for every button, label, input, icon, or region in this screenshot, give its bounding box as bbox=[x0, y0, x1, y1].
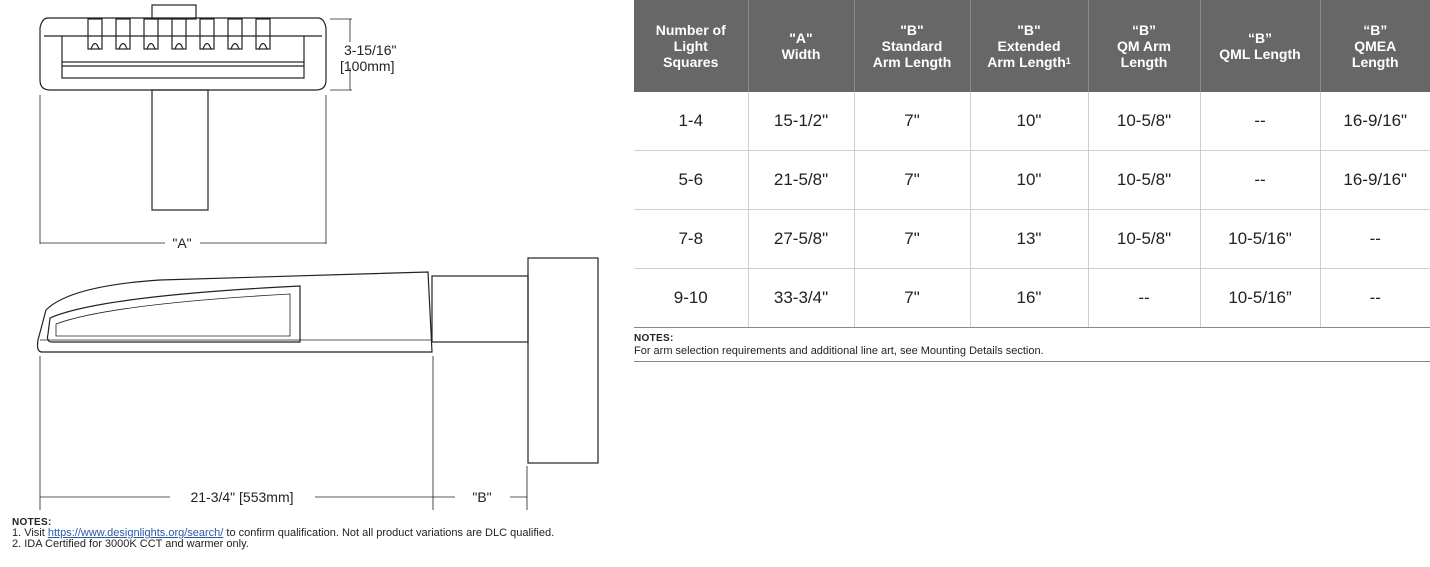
height-dimension-label: 3-15/16" bbox=[344, 42, 396, 58]
header-light-squares: Number of Light Squares bbox=[634, 0, 749, 92]
table-cell: -- bbox=[1320, 209, 1430, 269]
mount-arm-front bbox=[151, 89, 209, 211]
table-cell: 16-9/16" bbox=[1343, 111, 1408, 130]
table-cell: 7" bbox=[854, 150, 971, 210]
table-header-row: Number of Light Squares "A" Width "B" Standa… bbox=[634, 0, 1430, 92]
table-cell: 21-5/8" bbox=[748, 150, 855, 210]
note1-prefix: 1. Visit bbox=[12, 527, 48, 539]
table-cell: -- bbox=[1200, 150, 1321, 210]
table-cell: 10" bbox=[970, 150, 1089, 210]
drawing-notes: NOTES: 1. Visit https://www.designlights… bbox=[12, 517, 554, 550]
table-cell: 7" bbox=[854, 92, 971, 151]
drawing-note-1: 1. Visit https://www.designlights.org/se… bbox=[12, 528, 554, 539]
table-cell: 10-5/16" bbox=[1200, 209, 1321, 269]
table-notes-text: For arm selection requirements and addit… bbox=[634, 345, 1044, 357]
footnote-marker: 1 bbox=[1065, 56, 1071, 66]
header-standard-arm: "B" Standard Arm Length bbox=[854, 0, 971, 92]
header-width: "A" Width bbox=[748, 0, 855, 92]
mount-bracket-top bbox=[151, 4, 197, 20]
header-extended-arm: "B" Extended Arm Length1 bbox=[970, 0, 1089, 92]
table-cell: 10-5/8" bbox=[1088, 209, 1201, 269]
table-cell: 27-5/8" bbox=[748, 209, 855, 269]
width-dimension-label: "A" bbox=[172, 235, 191, 251]
arm-dimension-label: "B" bbox=[472, 489, 491, 505]
table-notes-heading: NOTES: bbox=[634, 333, 674, 344]
table-cell: 5-6 bbox=[634, 150, 749, 210]
mount-arm-side bbox=[431, 275, 529, 343]
header-qmea-length: “B” QMEA Length bbox=[1320, 0, 1430, 92]
drawing-note-2: 2. IDA Certified for 3000K CCT and warme… bbox=[12, 538, 249, 550]
table-cell: 10-5/16” bbox=[1200, 268, 1321, 327]
table-cell: 1-4 bbox=[634, 92, 749, 151]
table-cell: -- bbox=[1320, 268, 1430, 327]
table-cell: 9-10 bbox=[634, 268, 749, 327]
drawing-notes-heading: NOTES: bbox=[12, 517, 52, 528]
length-dimension-label: 21-3/4" [553mm] bbox=[190, 489, 293, 505]
table-cell: -- bbox=[1200, 92, 1321, 151]
side-view bbox=[36, 257, 599, 510]
table-cell: 7-8 bbox=[634, 209, 749, 269]
table-cell: 10" bbox=[970, 92, 1089, 151]
designlights-link[interactable]: https://www.designlights.org/search/ bbox=[47, 527, 224, 539]
table-cell: 16-9/16" bbox=[1320, 150, 1430, 210]
heat-sink-fins bbox=[87, 18, 271, 50]
header-qm-arm: “B” QM Arm Length bbox=[1088, 0, 1201, 92]
spec-table-section: Number of Light Squares "A" Width "B" Standa… bbox=[634, 0, 1430, 362]
table-cell: 33-3/4" bbox=[748, 268, 855, 327]
table-cell: 7" bbox=[854, 209, 971, 269]
front-view bbox=[39, 4, 352, 244]
table-notes: NOTES: For arm selection requirements an… bbox=[634, 327, 1430, 362]
housing-side-outline bbox=[36, 271, 433, 353]
wall-plate bbox=[527, 257, 599, 464]
fixture-drawing: 3-15/16" [100mm] "A" 21-3/4" [553mm] "B" bbox=[36, 4, 599, 510]
table-cell: -- bbox=[1088, 268, 1201, 327]
height-dimension-metric: [100mm] bbox=[340, 58, 394, 74]
table-cell: 13" bbox=[970, 209, 1089, 269]
table-cell: 10-5/8" bbox=[1088, 92, 1201, 151]
dimension-table: Number of Light Squares "A" Width "B" Standa… bbox=[634, 0, 1430, 327]
housing-front-outline bbox=[39, 17, 327, 91]
table-cell: 15-1/2" bbox=[748, 92, 855, 151]
table-cell: 16" bbox=[970, 268, 1089, 327]
note1-suffix: to confirm qualification. Not all produc… bbox=[223, 527, 555, 539]
table-cell: 10-5/8" bbox=[1088, 150, 1201, 210]
table-row: 9-10 33-3/4" 7" 16" -- 10-5/16” -- bbox=[634, 268, 1430, 327]
table-row: 1-4 15-1/2" 7" 10" 10-5/8" -- 16-9/16" bbox=[634, 92, 1430, 151]
table-row: 7-8 27-5/8" 7" 13" 10-5/8" 10-5/16" -- bbox=[634, 209, 1430, 269]
header-qml-length: “B” QML Length bbox=[1200, 0, 1321, 92]
table-cell: 7" bbox=[854, 268, 971, 327]
table-row: 5-6 21-5/8" 7" 10" 10-5/8" -- 16-9/16" bbox=[634, 150, 1430, 210]
